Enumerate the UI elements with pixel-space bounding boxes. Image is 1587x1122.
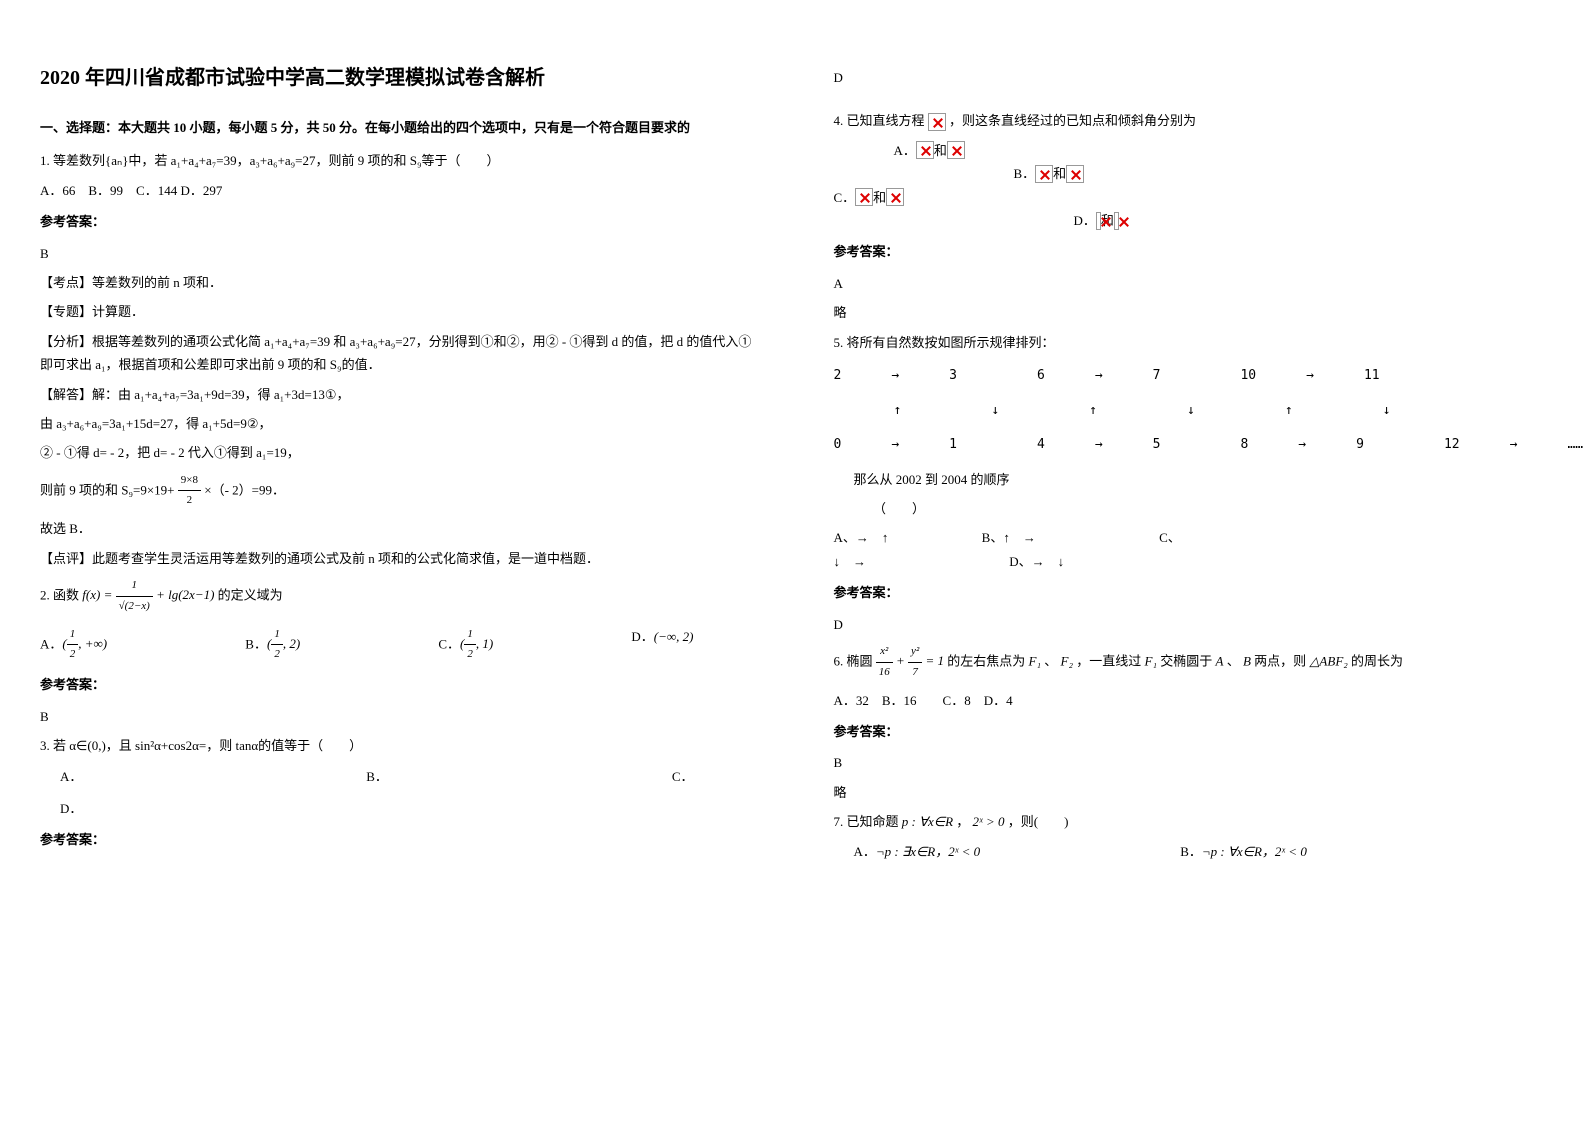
q1-text: 1. 等差数列{aₙ}中，若 a₁+a₄+a₇=39，a₃+a₆+a₉=27，则… [40,149,754,172]
q2-pre: 2. 函数 [40,587,82,602]
jieda4-den: 2 [178,491,201,511]
q4-optC: C． 和 [834,186,1191,209]
right-column: D 4. 已知直线方程 ，则这条直线经过的已知点和倾斜角分别为 A． 和 B． … [794,0,1587,1122]
q5-options-2: ↓ → D、→ ↓ [834,550,1548,573]
q4-options: A． 和 B． 和 [834,139,1548,186]
q5-blank: （ ） [854,497,1548,520]
q3-optB: B． [366,765,388,788]
q5-optC: C、 [1159,530,1181,545]
broken-image-icon [947,141,965,159]
jieda4-num: 9×8 [178,471,201,492]
zhuanti-text: 计算题． [92,304,144,319]
dianping-label: 【点评】 [40,551,92,566]
q4-lue: 略 [834,301,1548,324]
q2-text: 2. 函数 f(x) = 1√(2−x) + lg(2x−1) 的定义域为 [40,576,754,617]
q2-optA: A．(12, +∞) [40,625,107,666]
q4-pre: 4. 已知直线方程 [834,113,928,128]
q4-answer: A [834,272,1548,295]
q5-optA: A、→ ↑ [834,530,889,545]
fenxi-label: 【分析】 [40,334,92,349]
q1-answer-label: 参考答案： [40,210,754,233]
q2-answer-label: 参考答案： [40,673,754,696]
q3-answer: D [834,66,1548,89]
q2-formula: f(x) = 1√(2−x) + lg(2x−1) [82,587,217,602]
left-column: 2020 年四川省成都市试验中学高二数学理模拟试卷含解析 一、选择题：本大题共 … [0,0,794,1122]
section-1-header: 一、选择题：本大题共 10 小题，每小题 5 分，共 50 分。在每小题给出的四… [40,116,754,139]
jieda4-frac: 9×8 2 [178,471,201,512]
q7-text: 7. 已知命题 p : ∀x∈R ， 2ˣ > 0 ，则( ) [834,810,1548,833]
fenxi-text: 根据等差数列的通项公式化简 a₁+a₄+a₇=39 和 a₃+a₆+a₉=27，… [40,334,751,372]
q1-jieda3: ② - ①得 d= - 2，把 d= - 2 代入①得到 a₁=19， [40,441,754,464]
q4-optB: B． 和 [834,162,1119,185]
q3-optC: C． [672,765,694,788]
q6-text: 6. 椭圆 x²16 + y²7 = 1 的左右焦点为 F₁ 、 F₂ ，一直线… [834,642,1548,683]
q5-optD: D、→ ↓ [1009,554,1064,569]
q2-optC: C．(12, 1) [438,625,493,666]
kaodian-label: 【考点】 [40,275,92,290]
q6-options: A．32 B．16 C．8 D．4 [834,689,1548,712]
document-title: 2020 年四川省成都市试验中学高二数学理模拟试卷含解析 [40,60,754,96]
q4-answer-label: 参考答案： [834,240,1548,263]
q1-jieda5: 故选 B． [40,517,754,540]
q4-text: 4. 已知直线方程 ，则这条直线经过的已知点和倾斜角分别为 [834,109,1548,132]
q4-options-2: C． 和 D． 和 [834,186,1548,233]
q3-answer-label: 参考答案： [40,828,754,851]
broken-image-icon [1096,212,1101,230]
q5-options: A、→ ↑ B、↑ → C、 [834,526,1548,549]
q1-jieda4: 则前 9 项的和 S₉=9×19+ 9×8 2 ×（- 2）=99． [40,471,754,512]
q7-options: A．¬p : ∃x∈R，2ˣ < 0 B．¬p : ∀x∈R，2ˣ < 0 [834,840,1548,863]
diagram-row1: 2 → 3 6 → 7 10 → 11 [834,362,1548,391]
broken-image-icon [1066,165,1084,183]
dianping-text: 此题考查学生灵活运用等差数列的通项公式及前 n 项和的公式化简求值，是一道中档题… [92,551,599,566]
q2-answer: B [40,705,754,728]
q4-post: ，则这条直线经过的已知点和倾斜角分别为 [949,113,1196,128]
q5-answer-label: 参考答案： [834,581,1548,604]
jieda1-text: 解：由 a₁+a₄+a₇=3a₁+9d=39，得 a₁+3d=13①， [92,387,350,402]
q2-optB: B．(12, 2) [245,625,300,666]
jieda-label: 【解答】 [40,387,92,402]
zhuanti-label: 【专题】 [40,304,92,319]
diagram-row3: 0 → 1 4 → 5 8 → 9 12 → …… [834,431,1548,460]
q2-optD: D．(−∞, 2) [631,625,693,666]
broken-image-icon [1114,212,1119,230]
q2-options: A．(12, +∞) B．(12, 2) C．(12, 1) D．(−∞, 2) [40,625,754,666]
q5-text: 5. 将所有自然数按如图所示规律排列： [834,331,1548,354]
q4-optA: A． 和 [834,139,1191,162]
q5-question: 那么从 2002 到 2004 的顺序 [854,468,1548,491]
q1-kaodian: 【考点】等差数列的前 n 项和． [40,271,754,294]
jieda4-pre: 则前 9 项的和 S₉=9×19+ [40,482,178,497]
broken-image-icon [855,188,873,206]
q3-optA: A． [60,765,82,788]
q5-optC-arr: ↓ → [834,554,867,569]
q3-options-row1: A． B． C． [40,765,754,788]
q1-options: A．66 B．99 C．144 D．297 [40,179,754,202]
q1-jieda2: 由 a₃+a₆+a₉=3a₁+15d=27，得 a₁+5d=9②， [40,412,754,435]
q5-answer: D [834,613,1548,636]
q3-optD: D． [60,797,754,820]
q6-answer-label: 参考答案： [834,720,1548,743]
q1-jieda1: 【解答】解：由 a₁+a₄+a₇=3a₁+9d=39，得 a₁+3d=13①， [40,383,754,406]
q2-post: 的定义域为 [218,587,283,602]
q6-lue: 略 [834,781,1548,804]
broken-image-icon [886,188,904,206]
q6-answer: B [834,751,1548,774]
q4-optD: D． 和 [834,209,1119,232]
broken-image-icon [916,141,934,159]
broken-image-icon [1035,165,1053,183]
q1-fenxi: 【分析】根据等差数列的通项公式化简 a₁+a₄+a₇=39 和 a₃+a₆+a₉… [40,330,754,377]
q6-formula: x²16 + y²7 = 1 [876,653,948,668]
jieda4-post: ×（- 2）=99． [204,482,285,497]
q7-optB: B．¬p : ∀x∈R，2ˣ < 0 [1180,840,1307,863]
kaodian-text: 等差数列的前 n 项和． [92,275,222,290]
q7-optA: A．¬p : ∃x∈R，2ˣ < 0 [854,840,981,863]
q3-text: 3. 若 α∈(0,)，且 sin²α+cos2α=，则 tanα的值等于（ ） [40,734,754,757]
diagram-row2: ↑ ↓ ↑ ↓ ↑ ↓ [834,397,1548,426]
q5-diagram: 2 → 3 6 → 7 10 → 11 ↑ ↓ ↑ ↓ ↑ ↓ 0 → 1 4 … [834,362,1548,460]
q1-answer: B [40,242,754,265]
broken-image-icon [928,113,946,131]
q1-zhuanti: 【专题】计算题． [40,300,754,323]
q1-dianping: 【点评】此题考查学生灵活运用等差数列的通项公式及前 n 项和的公式化简求值，是一… [40,547,754,570]
q5-optB: B、↑ → [982,530,1036,545]
